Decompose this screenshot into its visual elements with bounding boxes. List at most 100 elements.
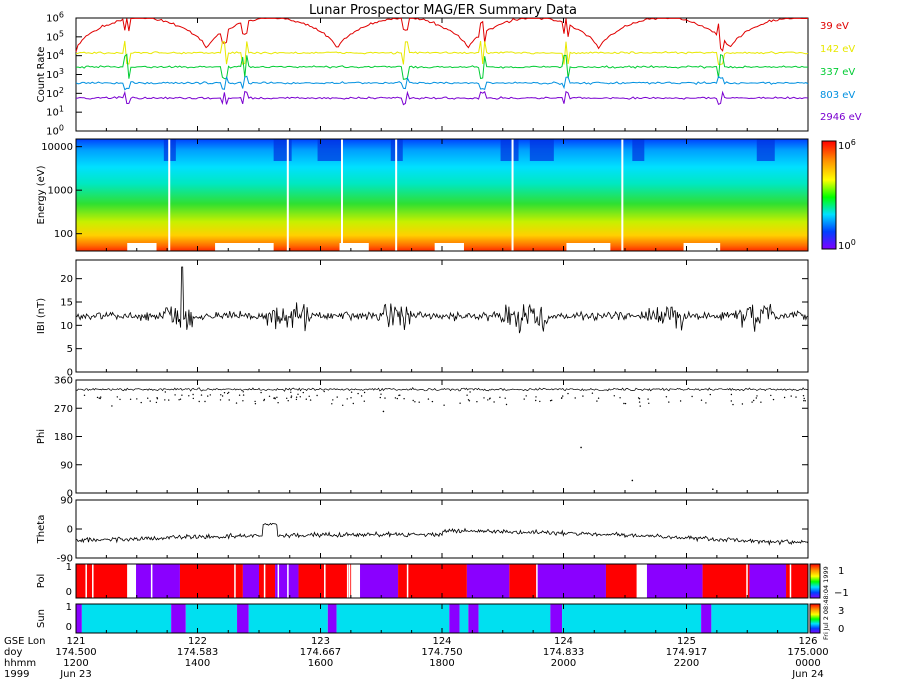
pol-segment: [360, 564, 399, 598]
sun-colorbar-label: 0: [838, 624, 844, 635]
sun-segment: [327, 604, 337, 633]
phi-point: [638, 398, 641, 400]
sun-segment: [248, 604, 328, 633]
phi-point: [360, 395, 363, 397]
phi-point: [551, 399, 553, 401]
sun-segment: [478, 604, 551, 633]
phi-point: [504, 397, 506, 399]
pol-gap: [85, 564, 87, 598]
sun-ylabel: Sun: [36, 609, 47, 628]
phi-ytick-label: 360: [54, 376, 73, 387]
phi-point: [468, 400, 471, 402]
x-tick-label: 126: [798, 636, 817, 647]
colorbar-tick-label: 100: [838, 238, 856, 252]
pol-segment: [466, 564, 510, 598]
sun-segment: [550, 604, 563, 633]
phi-point: [299, 396, 301, 398]
count-rate-series-line: [75, 17, 809, 52]
sun-segment: [76, 604, 82, 633]
spectrogram-colorbar: [821, 140, 837, 250]
pol-segment: [537, 564, 606, 598]
pol-segment: [398, 564, 467, 598]
phi-point: [466, 394, 468, 396]
phi-point: [648, 402, 650, 404]
phi-point: [427, 398, 430, 400]
phi-point: [200, 394, 203, 396]
phi-point: [260, 391, 262, 394]
x-tick-label: 174.500: [55, 647, 96, 658]
phi-point: [346, 398, 348, 400]
spectrogram-gap: [511, 139, 514, 251]
spectrogram-ytick-label: 10000: [41, 142, 73, 153]
x-tick-label: 174.833: [543, 647, 584, 658]
pol-segment: [646, 564, 703, 598]
pol-ylabel: Pol: [36, 574, 47, 589]
x-tick-label: 125: [677, 636, 696, 647]
pol-segment: [76, 564, 128, 598]
pol-gap: [324, 564, 326, 598]
x-row-label: hhmm: [4, 658, 36, 669]
phi-point: [712, 488, 714, 491]
pol-segment: [786, 564, 808, 598]
phi-point: [219, 399, 222, 401]
phi-point: [668, 401, 670, 403]
sun-segment: [237, 604, 249, 633]
phi-point: [174, 394, 176, 396]
pol-gap: [746, 564, 748, 598]
phi-point: [379, 396, 381, 399]
spectrogram-void: [215, 243, 274, 251]
spectrogram-patch: [317, 139, 342, 161]
phi-point: [459, 402, 461, 404]
phi-point: [770, 394, 772, 397]
pol-gap: [287, 564, 289, 598]
pol-segment: [136, 564, 180, 598]
phi-point: [591, 392, 594, 394]
phi-point: [562, 395, 564, 397]
phi-point: [469, 391, 471, 393]
phi-point: [336, 396, 338, 398]
phi-point: [290, 395, 293, 397]
phi-point: [178, 399, 180, 401]
phi-point: [751, 401, 753, 403]
phi-point: [96, 396, 99, 399]
count-rate-series-line: [75, 53, 808, 80]
count-rate-panel-frame: [75, 17, 809, 132]
phi-point: [198, 400, 200, 403]
phi-point: [295, 398, 298, 401]
count-rate-legend-label: 803 eV: [820, 90, 855, 101]
pol-ytick-label: 1: [66, 562, 72, 573]
phi-point: [483, 397, 485, 399]
pol-gap: [263, 564, 266, 598]
x-tick-label: 174.583: [177, 647, 218, 658]
phi-point: [192, 393, 194, 396]
phi-point: [403, 398, 405, 400]
pol-segment: [702, 564, 750, 598]
phi-point: [597, 397, 600, 399]
phi-point: [679, 400, 682, 402]
spectrogram-patch: [756, 139, 775, 161]
phi-ytick-label: 270: [54, 404, 73, 415]
phi-point: [730, 393, 733, 396]
phi-point: [295, 396, 298, 398]
phi-point: [384, 397, 386, 399]
sun-colorbar: [809, 603, 821, 634]
phi-point: [753, 399, 755, 402]
pol-gap: [346, 564, 349, 598]
phi-point: [276, 396, 278, 398]
pol-gap: [92, 564, 94, 598]
phi-point: [741, 403, 744, 405]
phi-point: [308, 395, 310, 397]
phi-point: [209, 394, 211, 396]
phi-point: [382, 410, 385, 413]
spectrogram-gap: [340, 139, 343, 251]
spectrogram-ytick-label: 100: [54, 229, 73, 240]
phi-point: [223, 392, 226, 394]
count-rate-ytick-label: 102: [46, 86, 64, 100]
phi-point: [204, 400, 206, 403]
theta-ytick-label: 90: [60, 496, 73, 507]
phi-point: [394, 397, 397, 399]
phi-point: [363, 400, 365, 402]
phi-point: [755, 397, 757, 399]
pol-segment: [179, 564, 243, 598]
